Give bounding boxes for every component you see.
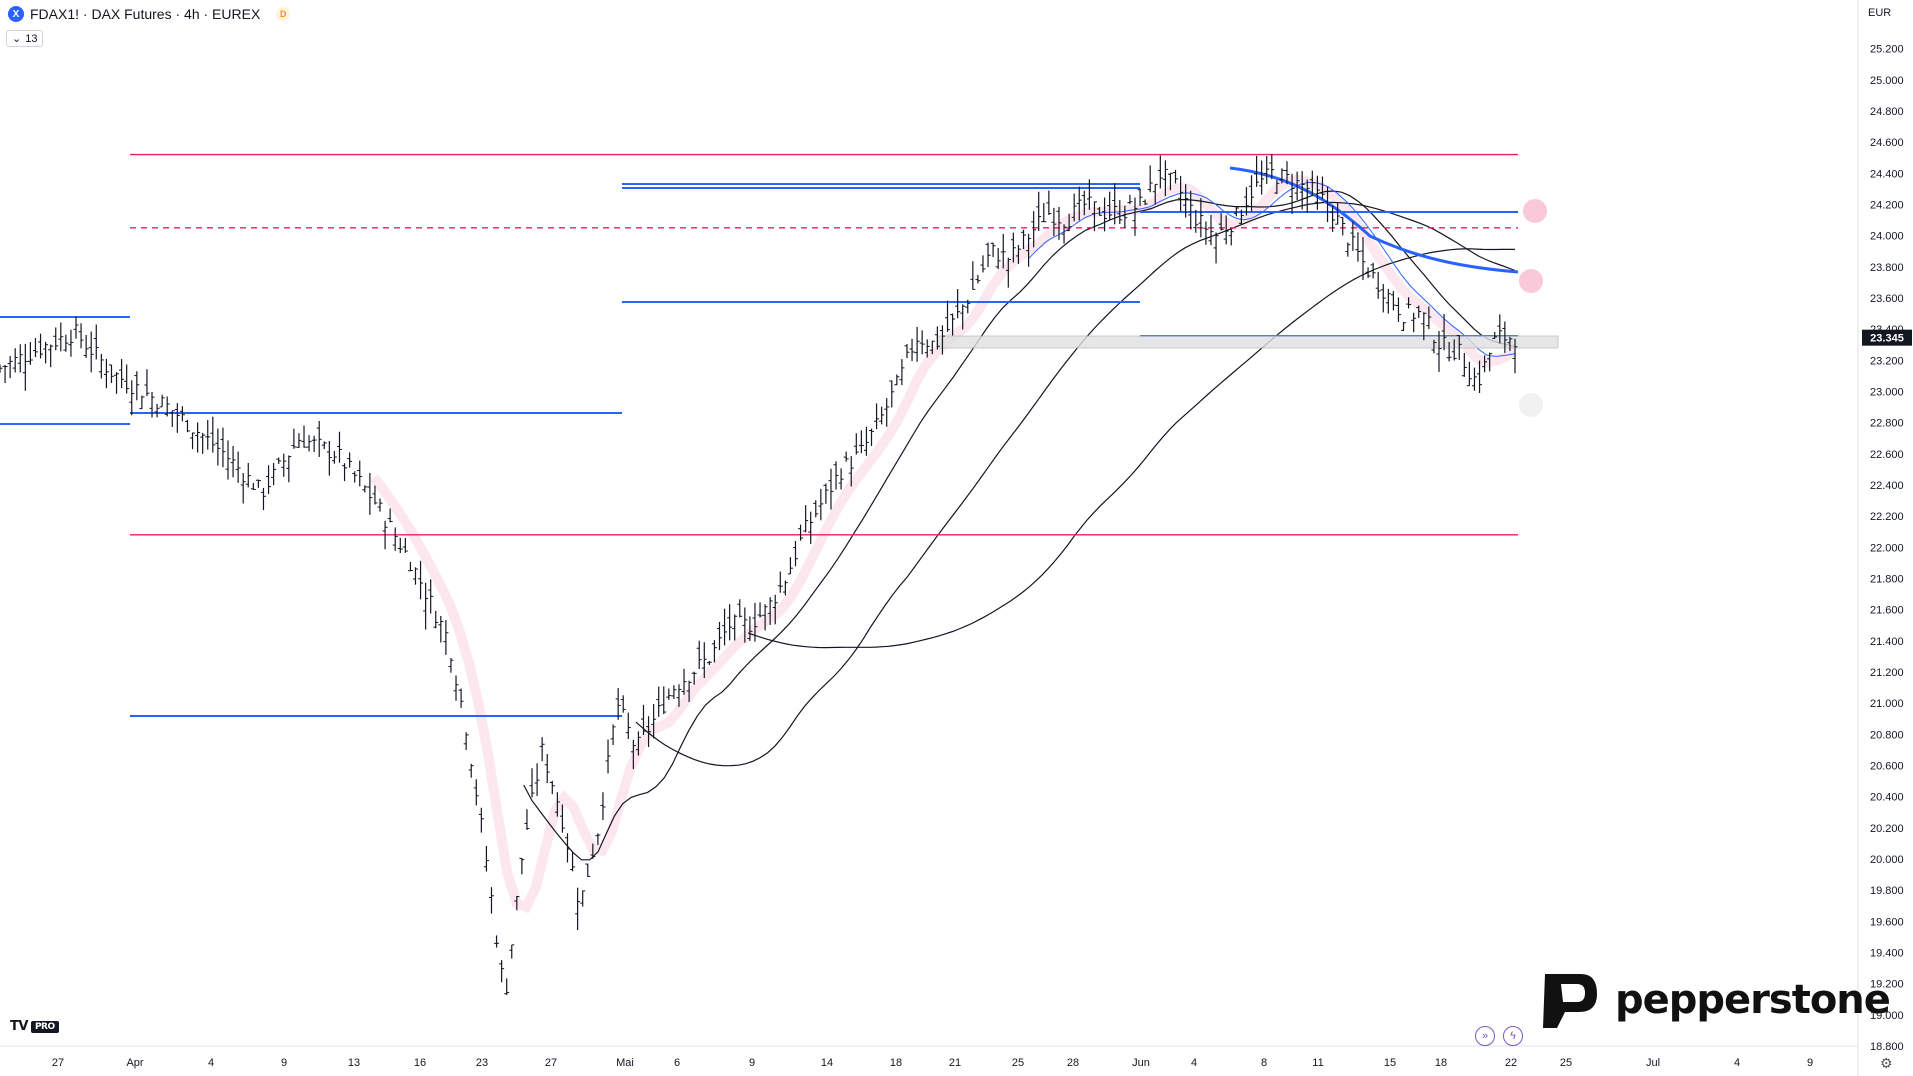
x-tick-label: 9 xyxy=(749,1057,755,1069)
y-tick-label: 21.400 xyxy=(1870,636,1904,648)
y-tick-label: 20.400 xyxy=(1870,792,1904,804)
x-tick-label: 4 xyxy=(1734,1057,1740,1069)
x-tick-label: Jun xyxy=(1132,1057,1150,1069)
y-tick-label: 20.200 xyxy=(1870,823,1904,835)
x-tick-label: 23 xyxy=(476,1057,488,1069)
x-tick-label: 16 xyxy=(414,1057,426,1069)
x-tick-label: 4 xyxy=(208,1057,214,1069)
symbol-title[interactable]: FDAX1! · DAX Futures · 4h · EUREX xyxy=(30,6,261,22)
y-tick-label: 19.400 xyxy=(1870,947,1904,959)
x-tick-label: 11 xyxy=(1312,1057,1323,1069)
bottom-tools: » ϟ xyxy=(1475,1026,1523,1046)
y-tick-label: 21.000 xyxy=(1870,698,1904,710)
ema-cloud xyxy=(370,174,1518,914)
delay-badge[interactable]: D xyxy=(276,7,291,21)
x-tick-label: 18 xyxy=(890,1057,902,1069)
tradingview-logo[interactable]: TV PRO xyxy=(10,1019,59,1034)
x-tick-label: 21 xyxy=(949,1057,961,1069)
x-tick-label: 27 xyxy=(545,1057,557,1069)
last-price-badge xyxy=(1862,329,1912,346)
gear-icon[interactable]: ⚙ xyxy=(1880,1055,1893,1071)
pepperstone-p-logo xyxy=(1543,974,1597,1028)
currency-label[interactable]: EUR xyxy=(1868,7,1892,19)
last-price-label: 23.345 xyxy=(1870,333,1904,345)
x-tick-label: Apr xyxy=(126,1057,143,1069)
ma-slow xyxy=(747,248,1515,649)
x-tick-label: Jul xyxy=(1646,1057,1660,1069)
y-tick-label: 22.000 xyxy=(1870,542,1904,554)
chevron-down-icon: ⌄ xyxy=(12,33,22,45)
brand-name: pepperstone xyxy=(1615,977,1891,1023)
x-tick-label: 18 xyxy=(1435,1057,1447,1069)
tv-logo-text: TV xyxy=(10,1019,28,1034)
symbol-header[interactable]: X FDAX1! · DAX Futures · 4h · EUREX D xyxy=(8,6,291,22)
y-tick-label: 24.400 xyxy=(1870,168,1904,180)
y-tick-label: 21.800 xyxy=(1870,573,1904,585)
y-tick-label: 23.800 xyxy=(1870,262,1904,274)
ma-fast xyxy=(523,190,1516,861)
x-tick-label: 28 xyxy=(1067,1057,1079,1069)
pro-badge: PRO xyxy=(30,1020,59,1033)
alert-marker xyxy=(1519,269,1543,293)
y-tick-label: 20.000 xyxy=(1870,854,1904,866)
y-tick-label: 22.400 xyxy=(1870,480,1904,492)
y-tick-label: 19.200 xyxy=(1870,979,1904,991)
x-tick-label: 9 xyxy=(1807,1057,1813,1069)
lightning-icon[interactable]: ϟ xyxy=(1503,1026,1523,1046)
y-tick-label: 19.600 xyxy=(1870,916,1904,928)
y-tick-label: 23.200 xyxy=(1870,355,1904,367)
x-tick-label: 4 xyxy=(1191,1057,1197,1069)
y-tick-label: 23.600 xyxy=(1870,293,1904,305)
y-tick-label: 22.800 xyxy=(1870,418,1904,430)
y-tick-label: 20.800 xyxy=(1870,729,1904,741)
y-tick-label: 21.600 xyxy=(1870,605,1904,617)
y-tick-label: 24.000 xyxy=(1870,231,1904,243)
y-tick-label: 18.800 xyxy=(1870,1041,1904,1053)
demand-zone-box xyxy=(936,335,1559,349)
ma-medium xyxy=(635,201,1516,767)
x-tick-label: 27 xyxy=(52,1057,64,1069)
x-tick-label: 22 xyxy=(1505,1057,1517,1069)
y-tick-label: 19.000 xyxy=(1870,1010,1904,1022)
y-tick-label: 24.800 xyxy=(1870,106,1904,118)
symbol-logo-icon: X xyxy=(8,6,24,22)
alert-marker xyxy=(1519,393,1543,417)
y-tick-label: 20.600 xyxy=(1870,760,1904,772)
x-tick-label: 15 xyxy=(1384,1057,1396,1069)
x-tick-label: 8 xyxy=(1261,1057,1267,1069)
y-tick-label: 21.200 xyxy=(1870,667,1904,679)
x-tick-label: 25 xyxy=(1560,1057,1572,1069)
x-tick-label: 9 xyxy=(281,1057,287,1069)
y-tick-label: 24.200 xyxy=(1870,199,1904,211)
y-tick-label: 25.200 xyxy=(1870,44,1904,56)
y-tick-label: 23.000 xyxy=(1870,386,1904,398)
alert-marker xyxy=(1523,199,1547,223)
y-tick-label: 22.600 xyxy=(1870,449,1904,461)
x-tick-label: 13 xyxy=(348,1057,360,1069)
y-tick-label: 22.200 xyxy=(1870,511,1904,523)
y-tick-label: 24.600 xyxy=(1870,137,1904,149)
replay-icon[interactable]: » xyxy=(1475,1026,1495,1046)
y-tick-label: 25.000 xyxy=(1870,75,1904,87)
x-tick-label: 6 xyxy=(674,1057,680,1069)
x-tick-label: 25 xyxy=(1012,1057,1024,1069)
indicator-toggle[interactable]: ⌄ 13 xyxy=(6,30,44,47)
pepperstone-brand: pepperstone xyxy=(1535,968,1891,1032)
indicator-count: 13 xyxy=(25,32,38,45)
x-tick-label: Mai xyxy=(616,1057,634,1069)
x-tick-label: 14 xyxy=(821,1057,833,1069)
y-tick-label: 19.800 xyxy=(1870,885,1904,897)
